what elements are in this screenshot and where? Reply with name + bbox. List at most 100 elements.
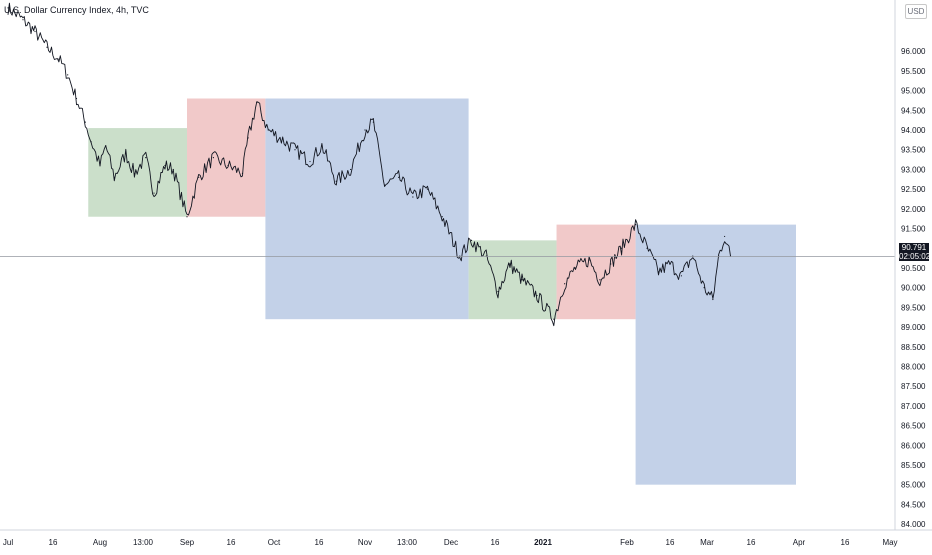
x-tick-label: 16 — [747, 538, 756, 547]
y-tick-label: 85.500 — [901, 461, 926, 470]
price-point-50 — [599, 279, 601, 281]
price-point-6 — [75, 97, 78, 100]
x-tick-label: Apr — [793, 538, 806, 547]
time-axis-background[interactable] — [0, 530, 932, 550]
y-tick-label: 92.500 — [901, 185, 926, 194]
price-point-45 — [536, 294, 538, 297]
price-point-49 — [588, 259, 590, 261]
y-tick-label: 90.000 — [901, 284, 926, 293]
red-range-box-2[interactable] — [187, 98, 266, 217]
price-point-55 — [657, 271, 660, 273]
price-point-44 — [521, 279, 523, 281]
price-point-33 — [372, 121, 374, 123]
red-range-box-5[interactable] — [556, 224, 636, 320]
x-tick-label: 2021 — [534, 538, 552, 547]
price-point-24 — [256, 101, 258, 104]
price-point-31 — [350, 168, 352, 171]
price-point-8 — [90, 141, 92, 143]
symbol-header[interactable]: U.S. Dollar Currency Index, 4h, TVC — [4, 5, 149, 15]
price-point-40 — [470, 239, 473, 241]
price-point-62 — [724, 235, 726, 238]
y-tick-label: 94.500 — [901, 106, 926, 115]
x-tick-label: 16 — [227, 538, 236, 547]
range-boxes — [88, 98, 796, 485]
price-point-5 — [67, 74, 69, 76]
x-tick-label: Dec — [444, 538, 458, 547]
price-point-25 — [267, 129, 269, 131]
price-point-20 — [212, 157, 214, 159]
price-point-54 — [646, 247, 648, 249]
blue-range-box-3[interactable] — [265, 98, 469, 320]
x-tick-label: 16 — [841, 538, 850, 547]
price-point-16 — [164, 164, 166, 167]
price-point-56 — [669, 263, 671, 265]
current-price-value: 90.791 — [901, 243, 927, 252]
price-line — [7, 2, 731, 327]
price-point-15 — [153, 192, 155, 194]
price-point-23 — [247, 137, 249, 139]
price-point-17 — [172, 168, 174, 171]
y-tick-label: 92.000 — [901, 205, 926, 214]
x-tick-label: 13:00 — [397, 538, 418, 547]
x-tick-label: Feb — [620, 538, 634, 547]
price-point-13 — [133, 172, 135, 174]
y-tick-label: 89.000 — [901, 323, 926, 332]
green-range-box-4[interactable] — [468, 240, 557, 320]
y-tick-label: 89.500 — [901, 303, 926, 312]
price-axis[interactable]: 96.000 95.500 95.000 94.500 94.000 93.500 93.0… — [894, 0, 932, 550]
price-point-38 — [441, 216, 443, 218]
price-point-35 — [398, 176, 400, 178]
x-tick-label: Jul — [3, 538, 13, 547]
y-tick-label: 85.000 — [901, 481, 926, 490]
y-tick-label: 93.500 — [901, 146, 926, 155]
x-tick-label: 16 — [491, 538, 500, 547]
currency-badge[interactable]: USD — [905, 4, 927, 19]
time-axis[interactable]: Jul 16 Aug 13:00 Sep 16 Oct 16 Nov 13:00 Dec 16 2021… — [0, 529, 932, 550]
y-tick-label: 88.500 — [901, 343, 926, 352]
y-tick-label: 93.000 — [901, 165, 926, 174]
price-point-43 — [509, 263, 511, 265]
price-point-53 — [635, 224, 637, 226]
x-tick-label: Nov — [358, 538, 372, 547]
price-point-1 — [22, 19, 24, 21]
y-tick-label: 88.000 — [901, 362, 926, 371]
x-tick-label: 16 — [315, 538, 324, 547]
price-point-11 — [113, 176, 115, 178]
price-point-4 — [58, 58, 60, 60]
x-tick-label: Mar — [700, 538, 714, 547]
price-axis-background[interactable] — [895, 0, 932, 550]
current-price-badge: 90.791 02:05:02 — [899, 243, 930, 261]
price-point-9 — [99, 164, 101, 167]
y-tick-label: 87.000 — [901, 402, 926, 411]
price-point-47 — [564, 283, 566, 285]
price-point-48 — [574, 267, 577, 269]
y-tick-label: 90.500 — [901, 264, 926, 273]
price-point-42 — [497, 290, 499, 293]
x-tick-label: Sep — [180, 538, 195, 547]
price-point-34 — [384, 184, 386, 186]
price-point-36 — [412, 196, 414, 198]
x-tick-label: 16 — [49, 538, 58, 547]
x-tick-label: Aug — [93, 538, 107, 547]
price-point-0 — [7, 7, 9, 9]
x-tick-label: Oct — [268, 538, 281, 547]
y-tick-label: 94.000 — [901, 126, 926, 135]
y-tick-label: 86.000 — [901, 441, 926, 450]
price-point-27 — [294, 149, 296, 151]
price-point-60 — [712, 298, 714, 301]
price-point-22 — [241, 172, 244, 174]
price-point-29 — [321, 145, 323, 147]
y-tick-label: 84.000 — [901, 520, 926, 529]
y-tick-label: 84.500 — [901, 500, 926, 509]
price-point-30 — [335, 180, 337, 182]
y-tick-label: 95.500 — [901, 67, 926, 76]
price-point-21 — [227, 164, 229, 167]
price-point-14 — [145, 157, 147, 159]
price-point-3 — [46, 46, 48, 48]
y-tick-label: 96.000 — [901, 47, 926, 56]
price-point-37 — [426, 188, 429, 190]
y-tick-label: 86.500 — [901, 422, 926, 431]
blue-range-box-6[interactable] — [635, 224, 796, 485]
